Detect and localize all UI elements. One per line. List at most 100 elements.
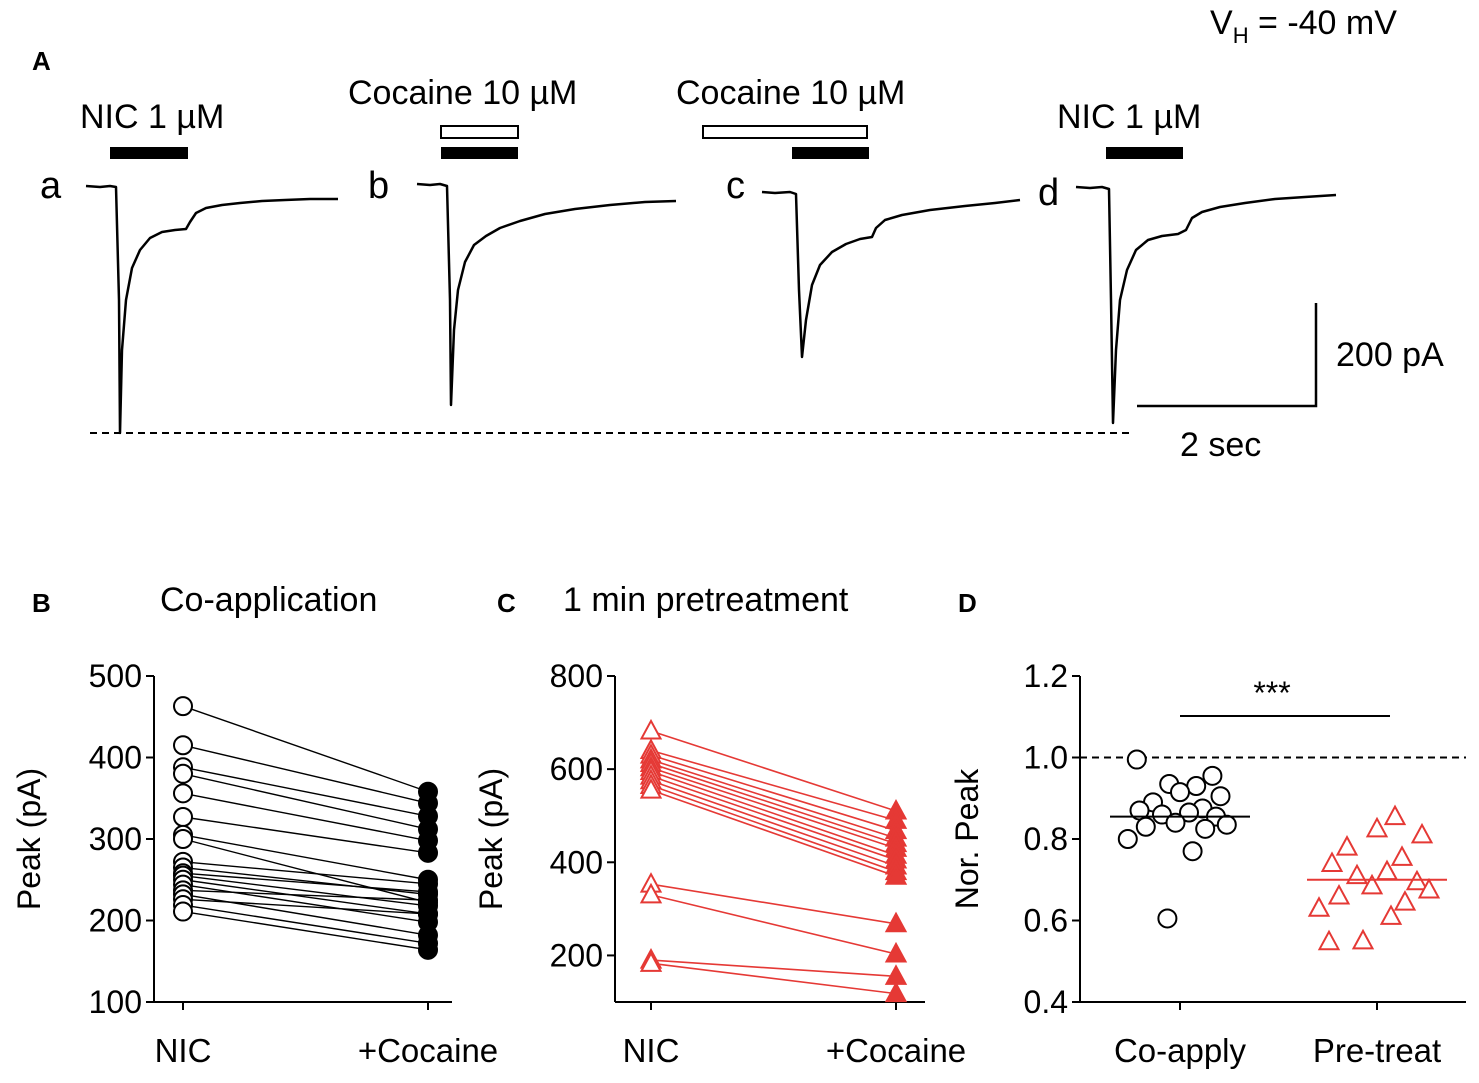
chart-d-y-tick-label: 0.8 [1024,821,1068,857]
bar-label-nic-a: NIC 1 µM [80,98,224,136]
chart-b-pair-line [182,705,429,793]
chart-d-pretreat-point [1335,835,1359,856]
scale-bar-time-label: 2 sec [1180,426,1261,464]
chart-c-pair-line [650,754,897,832]
chart-b-pair-line [182,904,429,945]
chart-b-nic-point [173,763,193,784]
chart-b-pair-line [182,861,429,885]
chart-d-pretreat-point [1417,877,1441,899]
chart-c-pair-line [650,762,897,845]
chart-b-x-tick-label: NIC [155,1032,212,1069]
chart-d-pretreat-point [1410,822,1434,844]
chart-c-pair-line [650,775,897,861]
chart-b-y-axis-label: Peak (pA) [11,768,47,910]
trace-letter-d: d [1038,172,1059,214]
chart-c-pair-line [650,789,897,878]
chart-c-pair-line [650,784,897,873]
nicotine-bar-b [441,147,518,159]
chart-c-nic-point [639,778,663,799]
chart-d-pretreat-point [1365,816,1389,838]
chart-c-pair-line [650,780,897,867]
chart-d-x-tick-label: Co-apply [1114,1032,1247,1069]
chart-c-pair-line [650,766,897,850]
chart-b-pair-line [182,879,429,915]
chart-d-pretreat-point [1393,890,1417,911]
chart-b: 100 200 300 400 500 NIC +Cocaine Peak (pA) [11,658,498,1069]
chart-d-y-tick-label: 0.6 [1024,903,1068,939]
chart-d-pretreat-point [1390,845,1414,866]
chart-c-y-tick-label: 200 [550,937,603,973]
panel-label-d: D [958,588,977,618]
chart-d-coapply-point [1165,812,1186,833]
nicotine-bar-a [110,147,188,159]
chart-c-y-tick-label: 800 [550,658,603,694]
chart-b-pair-line [182,838,429,904]
chart-b-pair-line [182,910,429,951]
chart-b-pair-line [182,744,429,804]
panel-label-b: B [32,588,51,618]
panel-label-a: A [32,46,51,76]
chart-b-nic-point [173,829,193,849]
chart-c-pair-line [650,883,897,925]
chart-b-pair-line [182,766,429,817]
chart-b-pair-line [182,872,429,893]
chart-c-pair-line [650,770,897,857]
chart-d-coapply-point [1117,829,1138,849]
chart-c-cocaine-point [884,981,908,1003]
chart-d-y-axis-label: Nor. Peak [949,768,985,910]
nicotine-bar-d [1106,147,1183,159]
chart-d-pretreat-point [1317,929,1341,951]
chart-b-nic-point [173,901,193,922]
chart-c-pair-line [650,894,897,955]
chart-c-pair-line [650,959,897,978]
chart-d-x-tick-label: Pre-treat [1313,1032,1441,1069]
chart-c-y-tick-label: 400 [550,844,603,880]
chart-b-y-tick-label: 400 [89,740,142,776]
chart-d-y-tick-label: 1.0 [1024,740,1068,776]
chart-b-y-tick-label: 300 [89,821,142,857]
scale-bar-current-label: 200 pA [1336,336,1444,374]
chart-b-pair-line [182,834,429,881]
chart-c: 200 400 600 800 NIC +Cocaine Peak (pA) [473,658,966,1069]
chart-d-coapply-point [1182,841,1203,862]
chart-d-coapply-point [1126,749,1147,770]
chart-d-coapply-point [1157,908,1178,929]
chart-c-pair-line [650,749,897,822]
chart-d-y-tick-label: 1.2 [1024,658,1068,694]
cocaine-bar-c [702,125,868,139]
chart-c-y-tick-label: 600 [550,751,603,787]
chart-c-x-tick-label: +Cocaine [826,1032,966,1069]
chart-b-nic-point [173,783,193,804]
chart-b-pair-line [182,889,429,901]
current-trace-d [1075,185,1337,425]
chart-c-cocaine-point [884,964,908,985]
chart-c-nic-point [639,951,663,972]
bar-label-nic-d: NIC 1 µM [1057,98,1201,136]
chart-b-cocaine-point [418,939,438,960]
chart-d-coapply-point [1195,818,1216,839]
chart-c-pair-line [650,962,897,995]
scale-bar [1137,303,1318,408]
chart-b-x-tick-label: +Cocaine [358,1032,498,1069]
chart-b-pair-line [182,883,429,923]
chart-c-pair-line [650,730,897,812]
chart-c-x-tick-label: NIC [623,1032,680,1069]
chart-c-y-axis-label: Peak (pA) [473,768,509,910]
current-trace-a [85,184,338,435]
chart-d-pretreat-point [1320,851,1344,872]
chart-d-coapply-point [1202,765,1223,786]
trace-letter-c: c [726,165,745,207]
chart-c-title: 1 min pretreatment [563,581,849,619]
chart-d: 0.4 0.6 0.8 1.0 1.2 Co-apply Pre-treat Nor. Pea… [949,658,1466,1069]
chart-d-significance-label: *** [1253,675,1290,711]
chart-b-nic-point [173,735,193,756]
chart-d-pretreat-point [1360,873,1384,895]
holding-voltage-label: VH = -40 mV [1210,4,1397,48]
chart-b-pair-line [182,773,429,830]
panel-label-c: C [497,588,516,618]
chart-d-pretreat-point [1351,928,1375,950]
chart-d-pretreat-point [1383,804,1407,826]
chart-b-cocaine-point [418,903,438,924]
chart-b-title: Co-application [160,581,377,619]
chart-c-pair-line [650,759,897,839]
